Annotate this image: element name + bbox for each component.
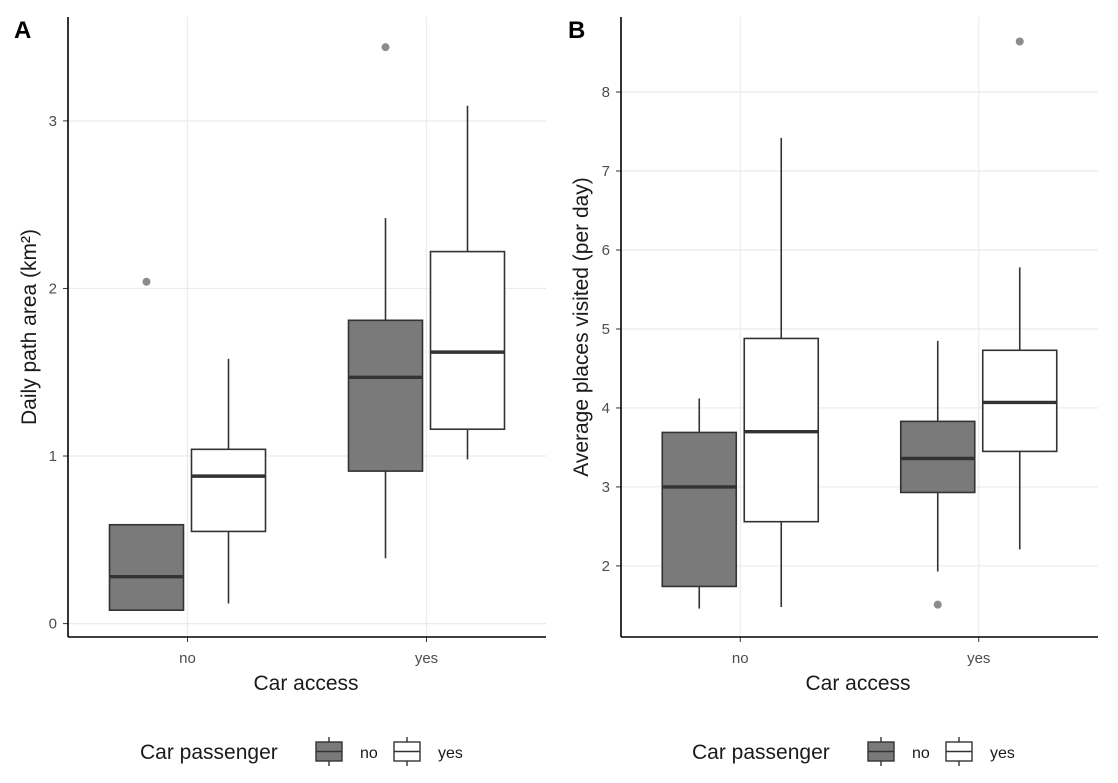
panel-b-y-ticks: 2 3 4 5 6 7 8 bbox=[602, 84, 621, 575]
outlier-point bbox=[142, 277, 151, 286]
panel-b-label: B bbox=[568, 17, 585, 44]
box-yes-yes bbox=[429, 105, 506, 460]
legend-a-key-no bbox=[315, 737, 343, 766]
panel-b-x-axis-title: Car access bbox=[805, 672, 910, 695]
panel-a-y-axis-title: Daily path area (km²) bbox=[18, 229, 41, 425]
y-tick-label: 0 bbox=[49, 616, 57, 633]
box-no-yes bbox=[347, 43, 424, 559]
panel-a-grid bbox=[68, 17, 546, 637]
legend-a: Car passenger no yes bbox=[140, 737, 463, 766]
panel-a-label: A bbox=[14, 17, 31, 44]
x-tick-label: no bbox=[732, 650, 749, 667]
legend-a-label-no: no bbox=[360, 745, 378, 762]
box-no-no bbox=[108, 277, 185, 611]
legend-a-title: Car passenger bbox=[140, 741, 278, 764]
outlier-point bbox=[933, 600, 942, 609]
legend-a-label-yes: yes bbox=[438, 745, 463, 762]
box-body bbox=[347, 319, 424, 472]
panel-b-y-axis-title: Average places visited (per day) bbox=[570, 177, 593, 477]
outlier-point bbox=[1015, 37, 1024, 46]
box-body bbox=[190, 448, 267, 533]
y-tick-label: 2 bbox=[49, 280, 57, 297]
panel-a-boxes bbox=[108, 43, 506, 611]
legend-b-key-yes bbox=[945, 737, 973, 766]
legend-a-key-yes bbox=[393, 737, 421, 766]
box-no-no bbox=[661, 398, 738, 609]
y-tick-label: 1 bbox=[49, 448, 57, 465]
y-tick-label: 6 bbox=[602, 242, 610, 259]
panel-a-x-axis-title: Car access bbox=[253, 672, 358, 695]
box-yes-no bbox=[743, 137, 820, 607]
panel-b-x-ticks: no yes bbox=[732, 637, 990, 667]
box-yes-yes bbox=[981, 37, 1058, 550]
y-tick-label: 2 bbox=[602, 558, 610, 575]
box-yes-no bbox=[190, 358, 267, 604]
y-tick-label: 7 bbox=[602, 163, 610, 180]
box-body bbox=[429, 250, 506, 431]
x-tick-label: yes bbox=[415, 650, 438, 667]
y-tick-label: 8 bbox=[602, 84, 610, 101]
legend-b-key-no bbox=[867, 737, 895, 766]
panel-a-x-ticks: no yes bbox=[179, 637, 438, 667]
y-tick-label: 3 bbox=[602, 479, 610, 496]
box-body bbox=[661, 431, 738, 588]
legend-b-label-no: no bbox=[912, 745, 930, 762]
panel-b: 2 3 4 5 6 7 8 no yes B Car access Average place… bbox=[568, 17, 1098, 695]
y-tick-label: 3 bbox=[49, 113, 57, 130]
outlier-point bbox=[381, 43, 390, 52]
legend-b: Car passenger no yes bbox=[692, 737, 1015, 766]
legend-b-title: Car passenger bbox=[692, 741, 830, 764]
x-tick-label: no bbox=[179, 650, 196, 667]
panel-a: 0 1 2 3 no yes A Car access Daily path area … bbox=[14, 17, 546, 695]
box-body bbox=[108, 523, 185, 611]
box-no-yes bbox=[899, 340, 976, 609]
y-tick-label: 4 bbox=[602, 400, 610, 417]
panel-b-boxes bbox=[661, 37, 1058, 609]
panel-a-y-ticks: 0 1 2 3 bbox=[49, 113, 68, 633]
x-tick-label: yes bbox=[967, 650, 990, 667]
y-tick-label: 5 bbox=[602, 321, 610, 338]
legend-b-label-yes: yes bbox=[990, 745, 1015, 762]
